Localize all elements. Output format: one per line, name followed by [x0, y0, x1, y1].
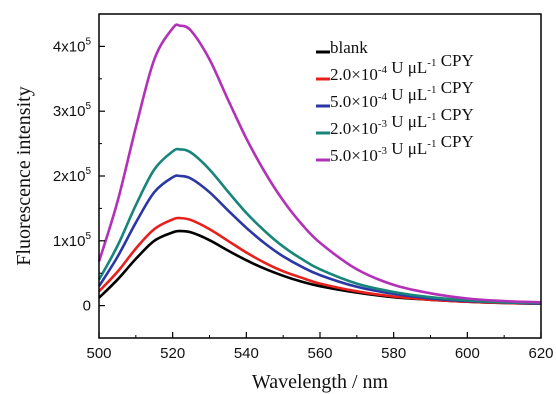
y-tick-label: 2x105	[53, 166, 92, 185]
series-line-4	[97, 23, 542, 304]
y-axis: 0 1x105 2x105 3x105 4x105	[53, 36, 105, 315]
y-tick-label: 3x105	[53, 101, 92, 120]
x-axis: 500 520 540 560 580 600 620	[86, 332, 554, 362]
y-tick-label: 0	[83, 298, 91, 315]
x-tick-label: 500	[86, 345, 111, 362]
legend-label: 5.0×10-3 U μL-1 CPY	[330, 132, 474, 165]
x-tick-label: 620	[528, 345, 553, 362]
y-tick-label: 4x105	[53, 36, 92, 55]
y-tick-label: 1x105	[53, 231, 92, 250]
legend-label: blank	[330, 38, 368, 57]
y-axis-title: Fluorescence intensity	[13, 86, 35, 265]
x-tick-label: 560	[307, 345, 332, 362]
x-tick-label: 520	[160, 345, 185, 362]
plot-frame	[98, 13, 542, 339]
x-tick-label: 600	[455, 345, 480, 362]
x-tick-label: 540	[234, 345, 259, 362]
series-line-1	[98, 216, 542, 305]
x-tick-label: 580	[381, 345, 406, 362]
plot-series-group	[97, 23, 542, 305]
series-line-3	[97, 147, 542, 305]
legend-label: 5.0×10-4 U μL-1 CPY	[330, 78, 474, 111]
series-line-2	[97, 174, 542, 305]
legend-label: 2.0×10-3 U μL-1 CPY	[330, 105, 474, 138]
legend-label: 2.0×10-4 U μL-1 CPY	[330, 51, 474, 84]
x-axis-title: Wavelength / nm	[252, 371, 389, 393]
